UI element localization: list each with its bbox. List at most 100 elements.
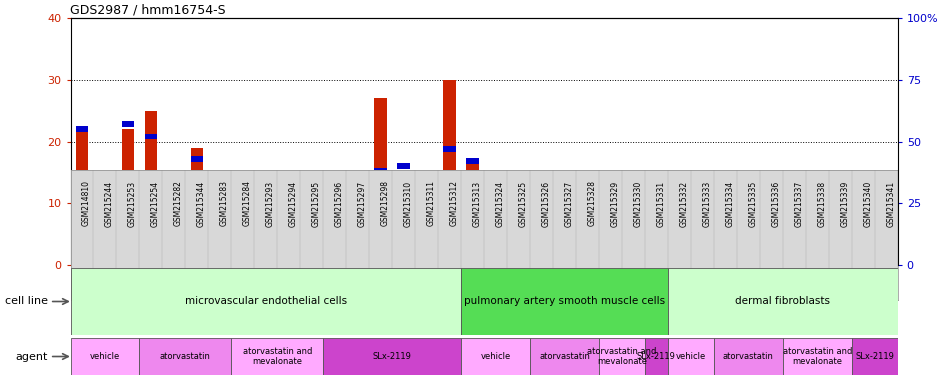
Text: GSM215312: GSM215312 (449, 180, 459, 227)
Text: GSM215329: GSM215329 (610, 180, 619, 227)
Bar (581, 259, 594, 265)
Bar (121, 121, 134, 127)
Text: GSM215313: GSM215313 (473, 180, 481, 227)
Text: dermal fibroblasts: dermal fibroblasts (735, 296, 830, 306)
Bar (668, 268, 898, 335)
Bar (328, 240, 341, 265)
Text: GSM215324: GSM215324 (495, 180, 505, 227)
Text: GSM215335: GSM215335 (748, 180, 758, 227)
Text: GSM215298: GSM215298 (381, 180, 390, 227)
Bar (99, 179, 111, 265)
Text: GSM215295: GSM215295 (312, 180, 321, 227)
Text: GSM215336: GSM215336 (772, 180, 780, 227)
Bar (213, 247, 227, 265)
Text: GSM215333: GSM215333 (702, 180, 712, 227)
Bar (420, 247, 433, 253)
Bar (99, 176, 111, 181)
Bar (167, 197, 180, 265)
Text: atorvastatin: atorvastatin (160, 352, 211, 361)
Bar (145, 111, 157, 265)
Bar (462, 268, 668, 335)
Bar (139, 338, 231, 375)
Bar (167, 195, 180, 201)
Bar (231, 338, 323, 375)
Text: GSM215283: GSM215283 (220, 180, 228, 227)
Bar (191, 148, 203, 265)
Text: GSM214810: GSM214810 (82, 180, 91, 227)
Text: vehicle: vehicle (90, 352, 120, 361)
Bar (420, 253, 433, 265)
Bar (237, 240, 249, 265)
Bar (75, 126, 88, 132)
Text: GSM215310: GSM215310 (403, 180, 413, 227)
Bar (191, 156, 203, 162)
Text: agent: agent (15, 351, 48, 361)
Bar (645, 338, 668, 375)
Text: SLx-2119: SLx-2119 (373, 352, 412, 361)
Bar (121, 129, 134, 265)
Bar (742, 253, 755, 265)
Text: atorvastatin and
mevalonate: atorvastatin and mevalonate (783, 347, 852, 366)
Text: GSM215326: GSM215326 (541, 180, 551, 227)
Bar (713, 338, 783, 375)
Text: GSM215254: GSM215254 (151, 180, 160, 227)
Bar (783, 338, 852, 375)
Bar (444, 80, 456, 265)
Text: GSM215337: GSM215337 (794, 180, 804, 227)
Text: GSM215311: GSM215311 (427, 180, 435, 227)
Bar (742, 250, 755, 255)
Text: GDS2987 / hmm16754-S: GDS2987 / hmm16754-S (70, 4, 227, 17)
Bar (374, 98, 387, 265)
Text: SLx-2119: SLx-2119 (637, 352, 676, 361)
Text: vehicle: vehicle (676, 352, 706, 361)
Bar (145, 134, 157, 139)
Bar (462, 338, 530, 375)
Text: SLx-2119: SLx-2119 (855, 352, 894, 361)
Bar (466, 160, 478, 265)
Text: GSM215294: GSM215294 (289, 180, 298, 227)
Bar (668, 338, 713, 375)
Bar (352, 238, 364, 243)
Bar (852, 338, 898, 375)
Bar (530, 338, 599, 375)
Text: atorvastatin: atorvastatin (723, 352, 774, 361)
Bar (581, 255, 594, 260)
Bar (398, 164, 410, 169)
Text: pulmonary artery smooth muscle cells: pulmonary artery smooth muscle cells (464, 296, 666, 306)
Text: GSM215344: GSM215344 (196, 180, 206, 227)
Text: GSM215282: GSM215282 (174, 180, 183, 226)
Text: atorvastatin: atorvastatin (539, 352, 590, 361)
Text: GSM215293: GSM215293 (266, 180, 274, 227)
Text: GSM215244: GSM215244 (105, 180, 114, 227)
Bar (213, 245, 227, 250)
Text: GSM215330: GSM215330 (634, 180, 642, 227)
Bar (75, 129, 88, 265)
Bar (374, 168, 387, 174)
Text: microvascular endothelial cells: microvascular endothelial cells (185, 296, 347, 306)
Bar (237, 238, 249, 243)
Text: atorvastatin and
mevalonate: atorvastatin and mevalonate (243, 347, 312, 366)
Text: GSM215327: GSM215327 (565, 180, 573, 227)
Bar (599, 338, 645, 375)
Text: GSM215331: GSM215331 (656, 180, 666, 227)
Text: GSM215328: GSM215328 (588, 180, 597, 227)
Text: GSM215334: GSM215334 (726, 180, 734, 227)
Text: GSM215338: GSM215338 (817, 180, 826, 227)
Bar (70, 338, 139, 375)
Bar (466, 159, 478, 164)
Bar (323, 338, 462, 375)
Text: GSM215339: GSM215339 (840, 180, 849, 227)
Text: cell line: cell line (5, 296, 48, 306)
Text: GSM215341: GSM215341 (886, 180, 895, 227)
Text: GSM215332: GSM215332 (680, 180, 688, 227)
Text: GSM215284: GSM215284 (243, 180, 252, 227)
Text: atorvastatin and
mevalonate: atorvastatin and mevalonate (588, 347, 657, 366)
Text: GSM215325: GSM215325 (519, 180, 527, 227)
Bar (352, 222, 364, 265)
Bar (398, 234, 410, 265)
Text: GSM215340: GSM215340 (863, 180, 872, 227)
Text: GSM215296: GSM215296 (335, 180, 344, 227)
Bar (70, 268, 462, 335)
Text: vehicle: vehicle (480, 352, 510, 361)
Text: GSM215253: GSM215253 (128, 180, 137, 227)
